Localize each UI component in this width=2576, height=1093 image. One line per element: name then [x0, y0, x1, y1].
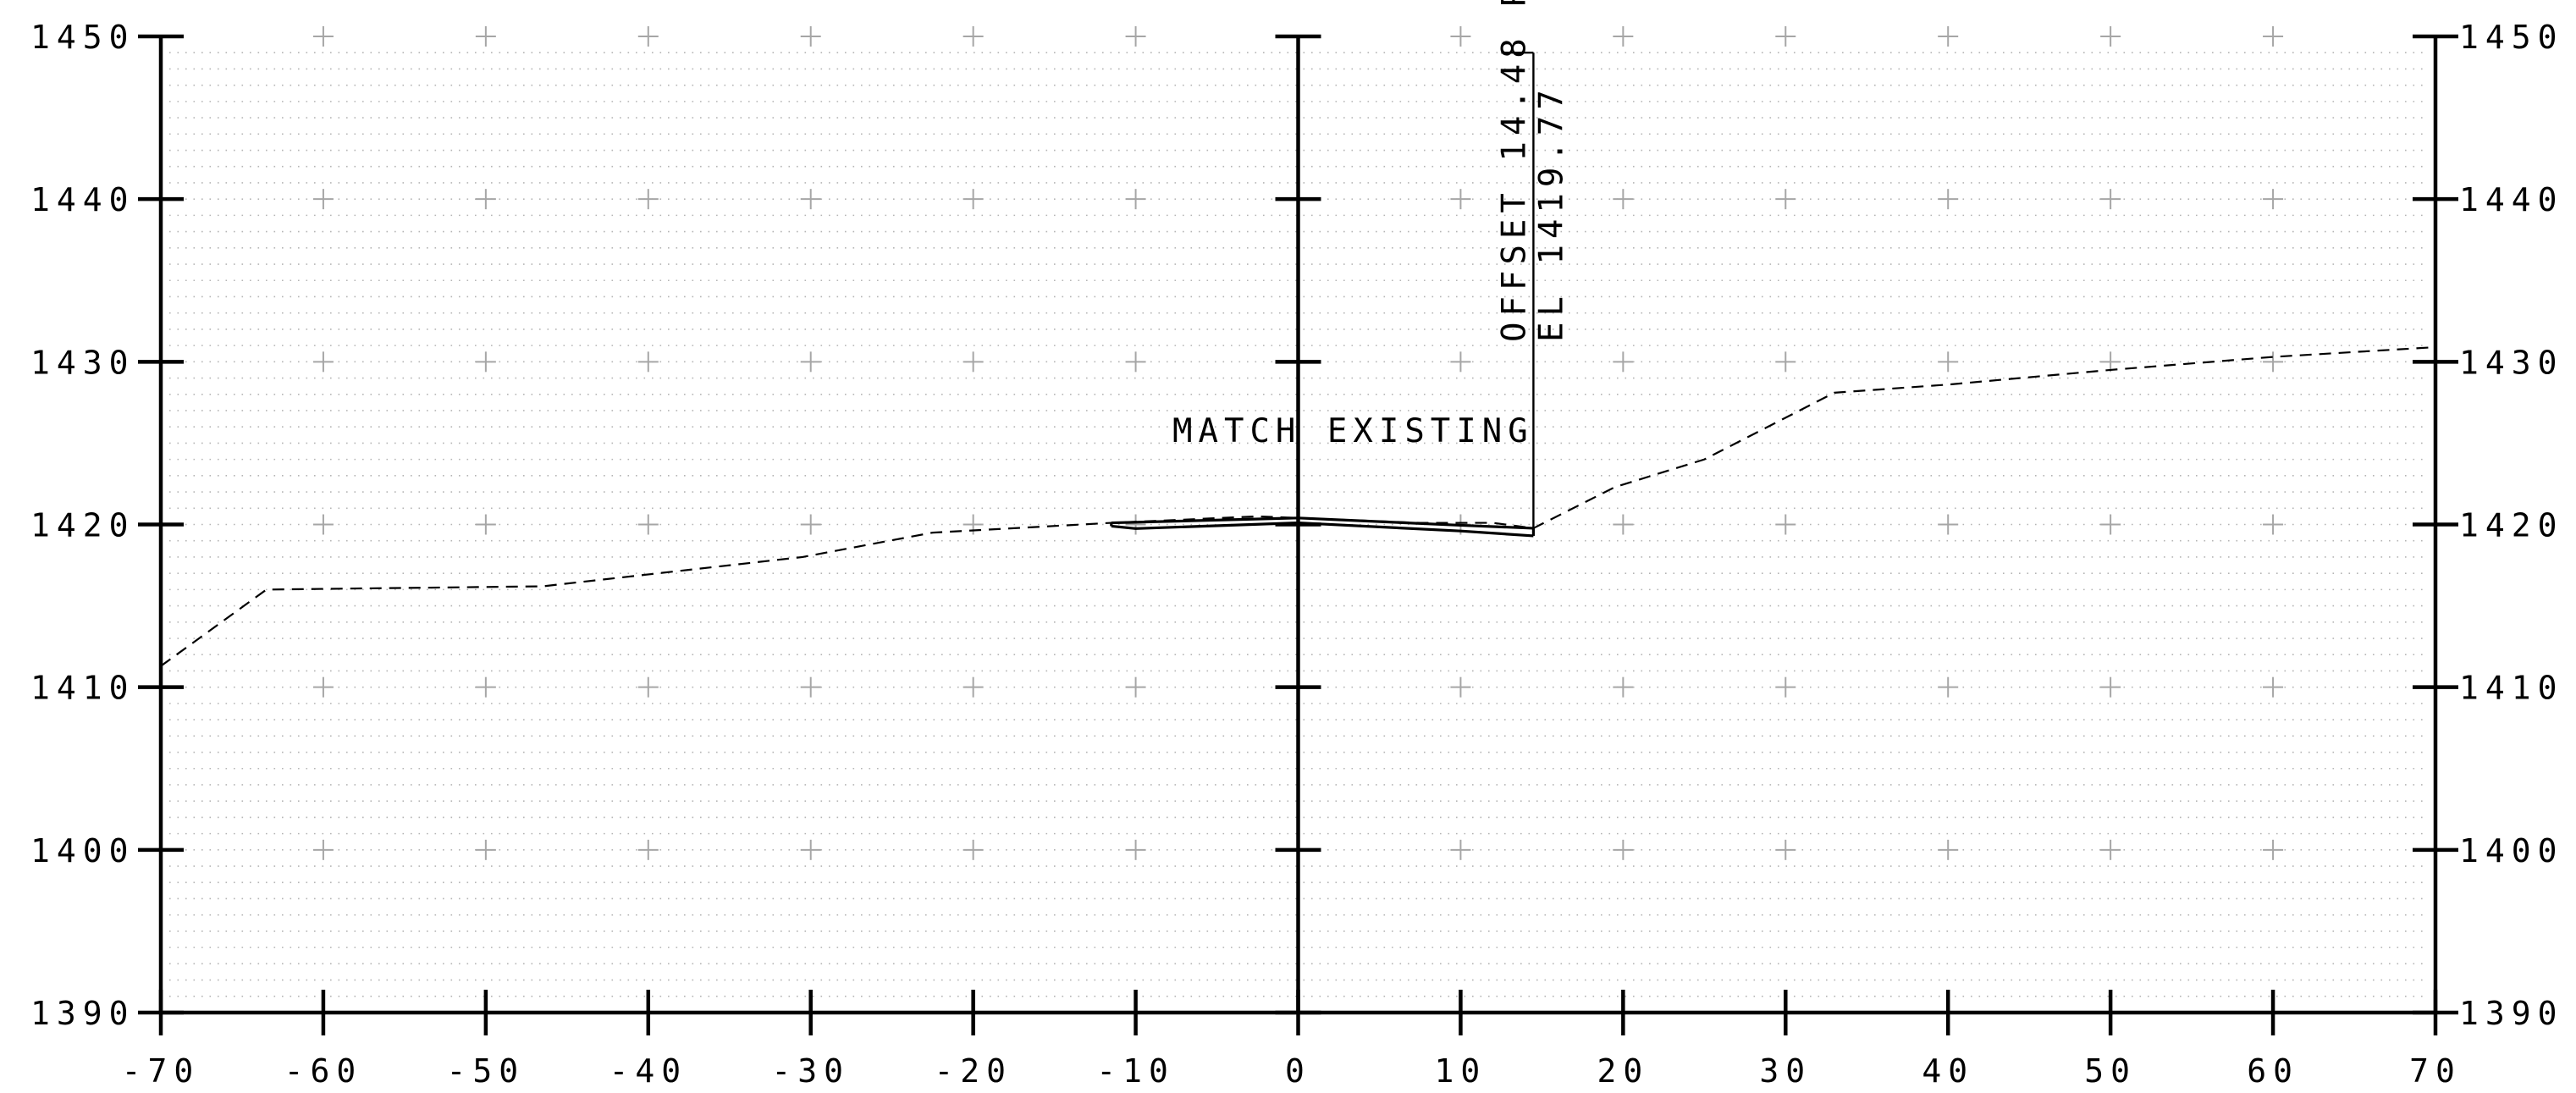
offset-tick-labels: -70 -60 -50 -40 -30 -20 -10 0 10 20 30 40 50 60 70 [122, 1052, 2462, 1090]
offset-tick-label: -40 [609, 1052, 687, 1090]
offset-tick-label: 20 [1597, 1052, 1649, 1090]
offset-tick-label: 70 [2409, 1052, 2462, 1090]
offset-tick-label: 30 [1759, 1052, 1812, 1090]
offset-tick-label: 40 [1922, 1052, 1974, 1090]
offset-tick-label: 0 [1285, 1052, 1311, 1090]
offset-label: OFFSET 14.48 RT [1495, 0, 1533, 342]
left-elevation-tick-label: 1440 [30, 181, 135, 218]
left-elevation-tick-label: 1400 [30, 832, 135, 869]
right-elevation-tick-label: 1430 [2459, 344, 2564, 381]
proposed-bottom-surface [1111, 521, 1534, 538]
left-elevation-tick-label: 1420 [30, 507, 135, 544]
right-elevation-tick-label: 1400 [2459, 832, 2564, 869]
major-ticks [138, 34, 2458, 1035]
right-elevation-tick-label: 1450 [2459, 19, 2564, 56]
offset-tick-label: -60 [284, 1052, 363, 1090]
left-elevation-tick-label: 1390 [30, 995, 135, 1032]
offset-tick-label: -70 [122, 1052, 201, 1090]
right-elevation-tick-label: 1410 [2459, 670, 2564, 707]
left-elevation-tick-label: 1430 [30, 344, 135, 381]
offset-tick-label: -10 [1096, 1052, 1175, 1090]
left-elevation-tick-label: 1450 [30, 19, 135, 56]
left-elevation-tick-labels: 1390 1400 1410 1420 1430 1440 1450 [30, 19, 135, 1032]
offset-tick-label: -50 [447, 1052, 526, 1090]
offset-tick-label: 10 [1435, 1052, 1487, 1090]
proposed-top-surface [1111, 516, 1534, 530]
elevation-label: EL 1419.77 [1532, 84, 1570, 342]
left-elevation-tick-label: 1410 [30, 670, 135, 707]
right-elevation-tick-labels: 1390 1400 1410 1420 1430 1440 1450 [2459, 19, 2564, 1032]
right-elevation-tick-label: 1390 [2459, 995, 2564, 1032]
offset-tick-label: 60 [2247, 1052, 2299, 1090]
right-elevation-tick-label: 1420 [2459, 507, 2564, 544]
grid-crosses [312, 26, 2284, 860]
offset-tick-label: -20 [934, 1052, 1012, 1090]
right-elevation-tick-label: 1440 [2459, 181, 2564, 218]
offset-tick-label: -30 [771, 1052, 850, 1090]
existing-ground-line [160, 345, 2436, 667]
match-existing-label: MATCH EXISTING [1172, 412, 1534, 450]
offset-tick-label: 50 [2084, 1052, 2137, 1090]
